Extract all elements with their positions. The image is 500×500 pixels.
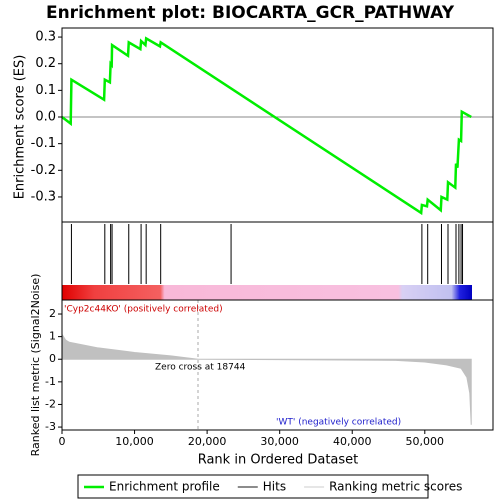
y-tick-label: 0.3 <box>35 30 56 45</box>
legend-label: Hits <box>263 480 286 494</box>
y-tick-label: -1 <box>45 375 56 388</box>
metric-area <box>61 332 472 425</box>
x-tick-label: 10,000 <box>115 435 154 448</box>
rank-color-bar <box>62 285 472 300</box>
y-tick-label: 0.2 <box>35 56 56 71</box>
y-tick-label: 0 <box>49 352 56 365</box>
x-tick-label: 40,000 <box>333 435 372 448</box>
y-tick-label: -0.3 <box>31 189 56 204</box>
legend-label: Ranking metric scores <box>329 480 462 494</box>
x-tick-label: 50,000 <box>406 435 445 448</box>
y-tick-label: 0.1 <box>35 83 56 98</box>
y-axis-label: Ranked list metric (Signal2Noise) <box>29 274 42 457</box>
y-tick-label: 1 <box>49 330 56 343</box>
annotation: Zero cross at 18744 <box>155 363 246 373</box>
plot-frame <box>61 27 494 431</box>
legend-items: Enrichment profile Hits Ranking metric sco… <box>84 480 462 494</box>
y-axis-label: Enrichment score (ES) <box>13 55 28 200</box>
enrichment-line <box>61 36 472 216</box>
y-tick-label: -0.1 <box>31 136 56 151</box>
y-tick-label: -2 <box>45 397 56 410</box>
annotation: 'WT' (negatively correlated) <box>276 418 401 428</box>
annotation: 'Cyp2c44KO' (positively correlated) <box>64 305 223 315</box>
chart-title: Enrichment plot: BIOCARTA_GCR_PATHWAY <box>46 3 455 23</box>
y-tick-label: 0.0 <box>35 110 56 125</box>
y-tick-label: 2 <box>49 307 56 320</box>
y-tick-label: -0.2 <box>31 163 56 178</box>
x-axis-label: Rank in Ordered Dataset <box>198 453 359 468</box>
x-tick-label: 30,000 <box>260 435 299 448</box>
legend-label: Enrichment profile <box>109 480 220 494</box>
x-tick-label: 20,000 <box>188 435 227 448</box>
x-tick-label: 0 <box>59 435 66 448</box>
y-tick-label: -3 <box>45 420 56 433</box>
